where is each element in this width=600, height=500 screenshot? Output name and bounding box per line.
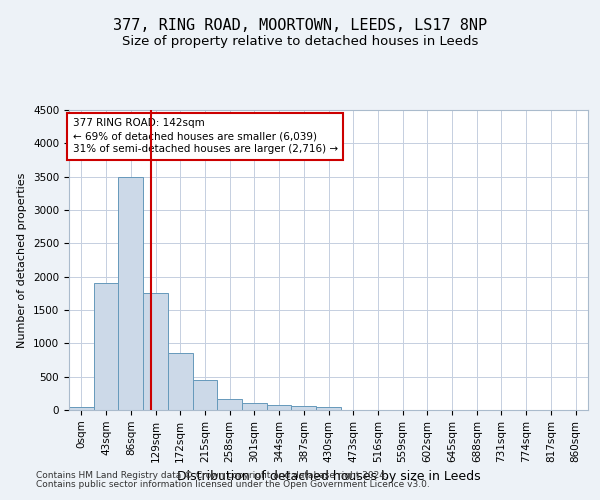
Bar (193, 380, 217, 410)
Bar (69, 406, 94, 410)
Bar (94, 284, 118, 410)
Y-axis label: Number of detached properties: Number of detached properties (17, 172, 28, 348)
Bar (168, 354, 193, 410)
Bar (316, 406, 341, 410)
Bar (118, 176, 143, 410)
Text: 377 RING ROAD: 142sqm
← 69% of detached houses are smaller (6,039)
31% of semi-d: 377 RING ROAD: 142sqm ← 69% of detached … (73, 118, 338, 154)
Bar (267, 405, 292, 410)
Bar (242, 404, 267, 410)
Text: Size of property relative to detached houses in Leeds: Size of property relative to detached ho… (122, 35, 478, 48)
Text: 377, RING ROAD, MOORTOWN, LEEDS, LS17 8NP: 377, RING ROAD, MOORTOWN, LEEDS, LS17 8N… (113, 18, 487, 32)
Bar (143, 294, 168, 410)
Bar (292, 406, 316, 410)
X-axis label: Distribution of detached houses by size in Leeds: Distribution of detached houses by size … (176, 470, 481, 483)
Text: Contains public sector information licensed under the Open Government Licence v3: Contains public sector information licen… (36, 480, 430, 489)
Bar (217, 400, 242, 410)
Text: Contains HM Land Registry data © Crown copyright and database right 2024.: Contains HM Land Registry data © Crown c… (36, 471, 388, 480)
